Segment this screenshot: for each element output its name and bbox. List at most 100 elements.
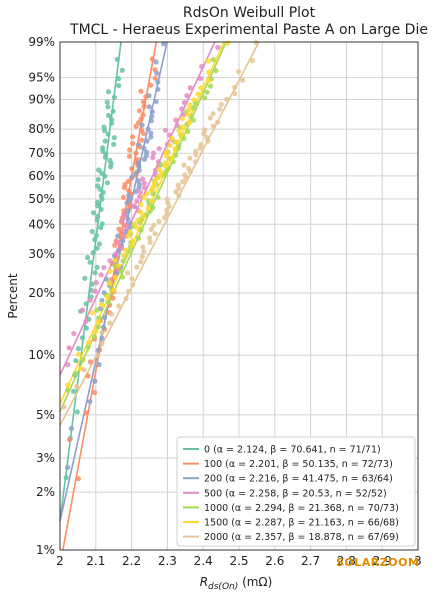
data-point <box>125 288 131 295</box>
data-point <box>163 149 170 156</box>
data-point <box>141 180 147 186</box>
data-point <box>111 287 117 293</box>
data-point <box>184 93 190 99</box>
data-point <box>176 128 182 134</box>
data-point <box>120 194 127 200</box>
data-point <box>125 270 131 276</box>
data-point <box>94 213 101 219</box>
data-point <box>141 103 147 109</box>
data-point <box>107 157 113 164</box>
data-point <box>112 257 118 263</box>
data-point <box>215 44 221 51</box>
data-point <box>173 152 179 158</box>
data-point <box>164 207 170 213</box>
chart-title: RdsOn Weibull Plot <box>183 5 316 21</box>
data-point <box>80 307 86 313</box>
data-point <box>180 116 186 122</box>
data-point <box>205 58 211 64</box>
y-tick-label: 90% <box>28 92 55 106</box>
y-tick-label: 5% <box>36 408 55 422</box>
data-point <box>187 155 193 161</box>
legend-entry: 100 (α = 2.201, β = 50.135, n = 72/73) <box>204 459 393 470</box>
data-point <box>135 142 142 148</box>
x-tick-label: 2.3 <box>158 554 177 568</box>
y-tick-label: 30% <box>28 247 55 261</box>
data-point <box>218 101 224 107</box>
x-axis-label-sub: ds(On) <box>208 582 238 592</box>
data-point <box>95 353 101 359</box>
x-tick-label: 2.4 <box>194 554 213 568</box>
data-point <box>172 146 178 152</box>
data-point <box>180 179 186 185</box>
y-tick-label: 60% <box>28 169 55 183</box>
data-point <box>137 209 143 215</box>
data-point <box>198 141 204 148</box>
data-point <box>140 213 146 219</box>
data-point <box>127 229 133 235</box>
y-tick-label: 40% <box>28 217 55 231</box>
legend-box <box>176 436 416 547</box>
data-point <box>153 98 159 105</box>
data-point <box>139 137 145 143</box>
y-tick-label: 80% <box>28 122 55 136</box>
data-point <box>104 99 110 105</box>
data-point <box>127 147 133 153</box>
data-point <box>152 75 158 81</box>
data-point <box>204 89 210 95</box>
data-point <box>66 345 72 351</box>
data-point <box>225 40 231 46</box>
data-point <box>149 198 155 204</box>
data-point <box>202 95 208 101</box>
data-point <box>114 56 120 62</box>
data-point <box>138 227 144 233</box>
data-point <box>163 160 169 166</box>
data-point <box>111 135 117 141</box>
data-point <box>138 127 144 133</box>
data-point <box>210 111 216 117</box>
data-point <box>144 138 150 144</box>
data-point <box>65 464 71 471</box>
data-point <box>133 189 139 195</box>
data-point <box>102 173 108 179</box>
data-point <box>83 325 89 331</box>
data-point <box>214 119 221 125</box>
data-point <box>132 221 138 227</box>
data-point <box>94 183 101 189</box>
y-tick-label: 99% <box>28 35 55 49</box>
data-point <box>112 251 119 257</box>
data-point <box>169 135 175 141</box>
data-point <box>129 134 136 140</box>
data-point <box>140 99 147 105</box>
data-point <box>105 294 111 300</box>
x-tick-label: 2.1 <box>86 554 105 568</box>
data-point <box>204 134 210 140</box>
data-point <box>148 82 154 88</box>
data-point <box>149 56 155 62</box>
data-point <box>121 212 128 219</box>
data-point <box>120 238 126 244</box>
data-point <box>70 388 77 394</box>
data-point <box>92 378 98 384</box>
data-point <box>111 141 117 147</box>
data-point <box>100 324 106 330</box>
y-tick-label: 50% <box>28 192 55 206</box>
data-point <box>145 205 151 211</box>
y-tick-label: 70% <box>28 146 55 160</box>
data-point <box>224 96 230 102</box>
data-point <box>71 330 77 337</box>
x-tick-label: 2.8 <box>337 554 356 568</box>
data-point <box>102 138 108 144</box>
legend-entry: 1500 (α = 2.287, β = 21.163, n = 66/68) <box>204 518 399 529</box>
legend-entry: 200 (α = 2.216, β = 41.475, n = 63/64) <box>204 474 393 485</box>
y-tick-label: 10% <box>28 348 55 362</box>
data-point <box>126 153 133 159</box>
data-point <box>99 302 105 308</box>
data-point <box>89 281 95 287</box>
data-point <box>150 150 157 156</box>
data-point <box>139 122 145 128</box>
data-point <box>114 239 120 245</box>
x-axis-label: Rds(On) (mΩ) <box>200 575 273 592</box>
data-point <box>82 275 88 281</box>
y-tick-label: 2% <box>36 485 55 499</box>
data-point <box>136 160 142 166</box>
